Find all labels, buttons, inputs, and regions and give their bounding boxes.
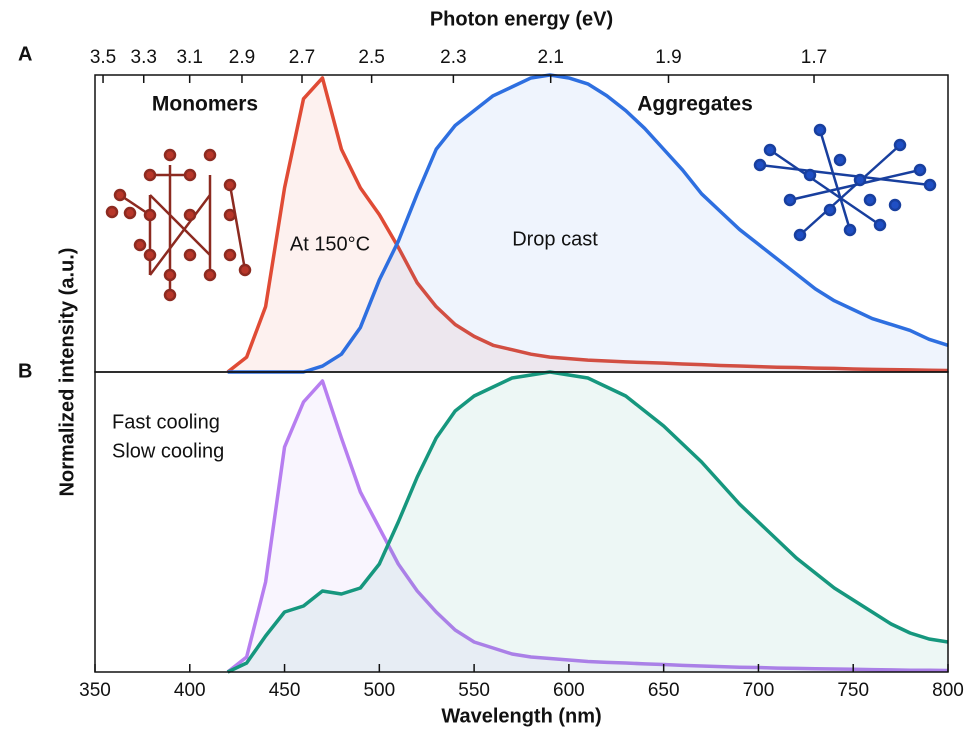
annotation: At 150°C: [290, 233, 370, 255]
monomer-molecule: [105, 148, 252, 302]
x2-tick-label: 3.5: [90, 47, 116, 68]
x-tick-label: 450: [269, 680, 301, 701]
x2-tick-label: 2.7: [289, 47, 315, 68]
x-tick-label: 800: [932, 680, 964, 701]
panel-label: A: [18, 43, 32, 65]
x2-tick-label: 2.9: [229, 47, 255, 68]
x-tick-label: 350: [79, 680, 111, 701]
panel-label: B: [18, 360, 32, 382]
series-name: Fast cooling: [112, 411, 220, 433]
x-tick-label: 500: [363, 680, 395, 701]
area-fill: [227, 372, 948, 672]
plot-frame: [94, 371, 949, 673]
x-tick-label: 550: [458, 680, 490, 701]
series-name: Monomers: [152, 93, 258, 116]
x2-tick-label: 2.1: [537, 47, 563, 68]
spectrum-line: [226, 370, 949, 674]
area-fill: [227, 381, 948, 672]
x2-tick-label: 1.7: [801, 47, 827, 68]
x-tick-label: 650: [648, 680, 680, 701]
series-name: Aggregates: [637, 93, 753, 116]
x-tick-label: 600: [553, 680, 585, 701]
aggregate-molecule: [753, 123, 937, 242]
x2-tick-label: 3.3: [131, 47, 157, 68]
x-tick-label: 750: [837, 680, 869, 701]
annotation: Drop cast: [512, 228, 598, 250]
x2-tick-label: 3.1: [176, 47, 202, 68]
x2-axis-title: Photon energy (eV): [430, 8, 613, 30]
x2-tick-label: 1.9: [655, 47, 681, 68]
x-tick-label: 700: [743, 680, 775, 701]
x-axis-title: Wavelength (nm): [441, 705, 601, 727]
y-axis-title: Normalized intensity (a.u.): [56, 248, 78, 497]
x2-tick-label: 2.3: [440, 47, 466, 68]
spectrum-line: [227, 73, 949, 374]
spectrum-line: [226, 379, 949, 674]
series-name: Slow cooling: [112, 440, 224, 462]
x-tick-label: 400: [174, 680, 206, 701]
x2-tick-label: 2.5: [358, 47, 384, 68]
area-fill: [227, 75, 948, 372]
area-fill: [227, 77, 948, 372]
spectrum-line: [226, 76, 949, 374]
